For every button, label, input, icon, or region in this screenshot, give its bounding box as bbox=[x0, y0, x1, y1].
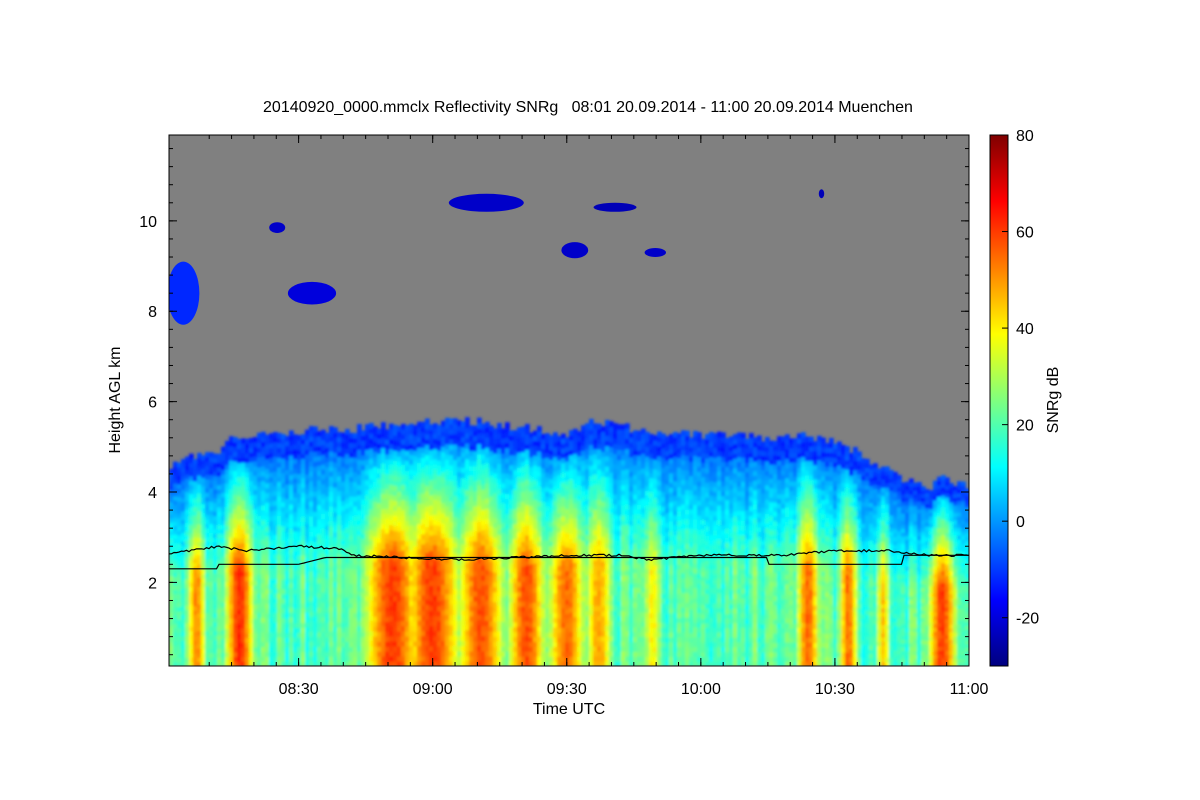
echo-field bbox=[169, 417, 969, 666]
minor-ticks bbox=[169, 135, 969, 666]
colorbar-label: SNRg dB bbox=[1045, 367, 1062, 434]
x-tick-label: 10:00 bbox=[681, 681, 721, 698]
y-axis-label: Height AGL km bbox=[107, 346, 124, 453]
upper-boundary-line bbox=[169, 544, 969, 562]
cloud-patch bbox=[169, 261, 200, 325]
colorbar-axis: -20 0 20 40 60 80 bbox=[1002, 128, 1039, 628]
x-tick-label: 10:30 bbox=[815, 681, 855, 698]
x-tick-label: 09:00 bbox=[413, 681, 453, 698]
y-tick-label: 8 bbox=[148, 304, 157, 321]
colorbar bbox=[989, 134, 1009, 667]
colorbar-tick-label: 20 bbox=[1016, 418, 1034, 435]
colorbar-tick-label: -20 bbox=[1016, 611, 1039, 628]
lower-boundary-line bbox=[169, 554, 969, 570]
x-tick-label: 11:00 bbox=[950, 681, 989, 698]
colorbar-tick-label: 60 bbox=[1016, 225, 1034, 242]
chart-title: 20140920_0000.mmclx Reflectivity SNRg 08… bbox=[263, 99, 913, 116]
colorbar-tick-label: 0 bbox=[1016, 514, 1025, 531]
cloud-patch bbox=[593, 202, 637, 212]
colorbar-tick-label: 40 bbox=[1016, 321, 1034, 338]
colorbar-tick-label: 80 bbox=[1016, 128, 1034, 145]
cloud-patch bbox=[287, 281, 337, 305]
y-tick-label: 6 bbox=[148, 395, 157, 412]
plot-frame bbox=[168, 134, 970, 667]
upper-cloud-patches bbox=[169, 189, 825, 325]
x-axis: 08:30 09:00 09:30 10:00 10:30 11:00 bbox=[279, 135, 989, 698]
y-tick-label: 2 bbox=[148, 575, 157, 592]
cloud-patch bbox=[818, 189, 825, 199]
x-tick-label: 09:30 bbox=[547, 681, 587, 698]
cloud-patch bbox=[269, 222, 286, 234]
cloud-patch bbox=[448, 193, 524, 212]
y-tick-label: 10 bbox=[139, 214, 157, 231]
x-tick-label: 08:30 bbox=[279, 681, 319, 698]
cloud-patch bbox=[561, 242, 589, 259]
overlay-lines bbox=[169, 544, 969, 570]
x-axis-label: Time UTC bbox=[533, 701, 605, 718]
y-tick-label: 4 bbox=[148, 485, 157, 502]
cloud-patch bbox=[644, 248, 666, 257]
